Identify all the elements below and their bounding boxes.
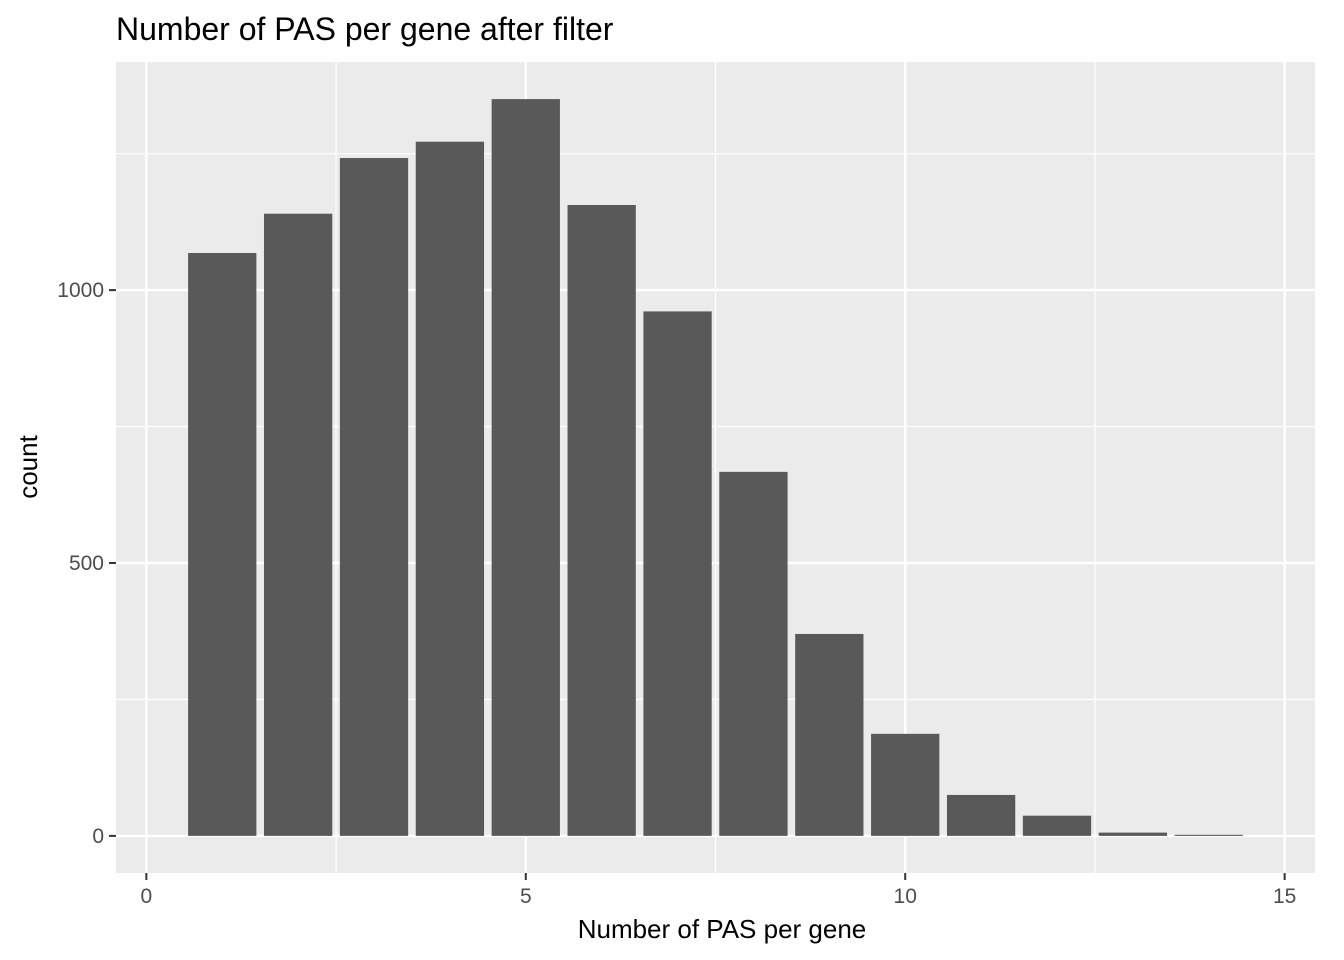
y-tick-label: 1000	[57, 279, 104, 302]
x-tick-labels: 0 5 10 15	[141, 885, 1297, 908]
y-tick-label: 500	[69, 552, 104, 575]
axis-ticks	[109, 289, 1286, 880]
x-tick-label: 15	[1273, 885, 1296, 908]
x-tick-label: 10	[894, 885, 917, 908]
bar-3	[339, 158, 409, 836]
y-tick-labels: 0 500 1000	[57, 279, 104, 848]
bar-9	[795, 633, 864, 836]
bar-1	[188, 253, 257, 836]
bar-11	[946, 794, 1016, 836]
y-tick-label: 0	[92, 825, 104, 848]
x-tick-label: 0	[141, 885, 153, 908]
bar-5	[491, 99, 560, 836]
bar-4	[415, 141, 485, 836]
x-axis-title: Number of PAS per gene	[578, 914, 867, 944]
y-axis-title: count	[13, 434, 43, 498]
bars	[188, 99, 1243, 836]
x-tick-label: 5	[520, 885, 532, 908]
bar-10	[871, 733, 940, 836]
bar-2	[263, 213, 333, 836]
bar-8	[719, 471, 788, 836]
chart-title: Number of PAS per gene after filter	[116, 11, 614, 47]
bar-7	[643, 311, 712, 836]
bar-6	[567, 204, 636, 836]
bar-14	[1174, 834, 1243, 836]
bar-13	[1098, 832, 1168, 836]
bar-12	[1022, 815, 1092, 836]
